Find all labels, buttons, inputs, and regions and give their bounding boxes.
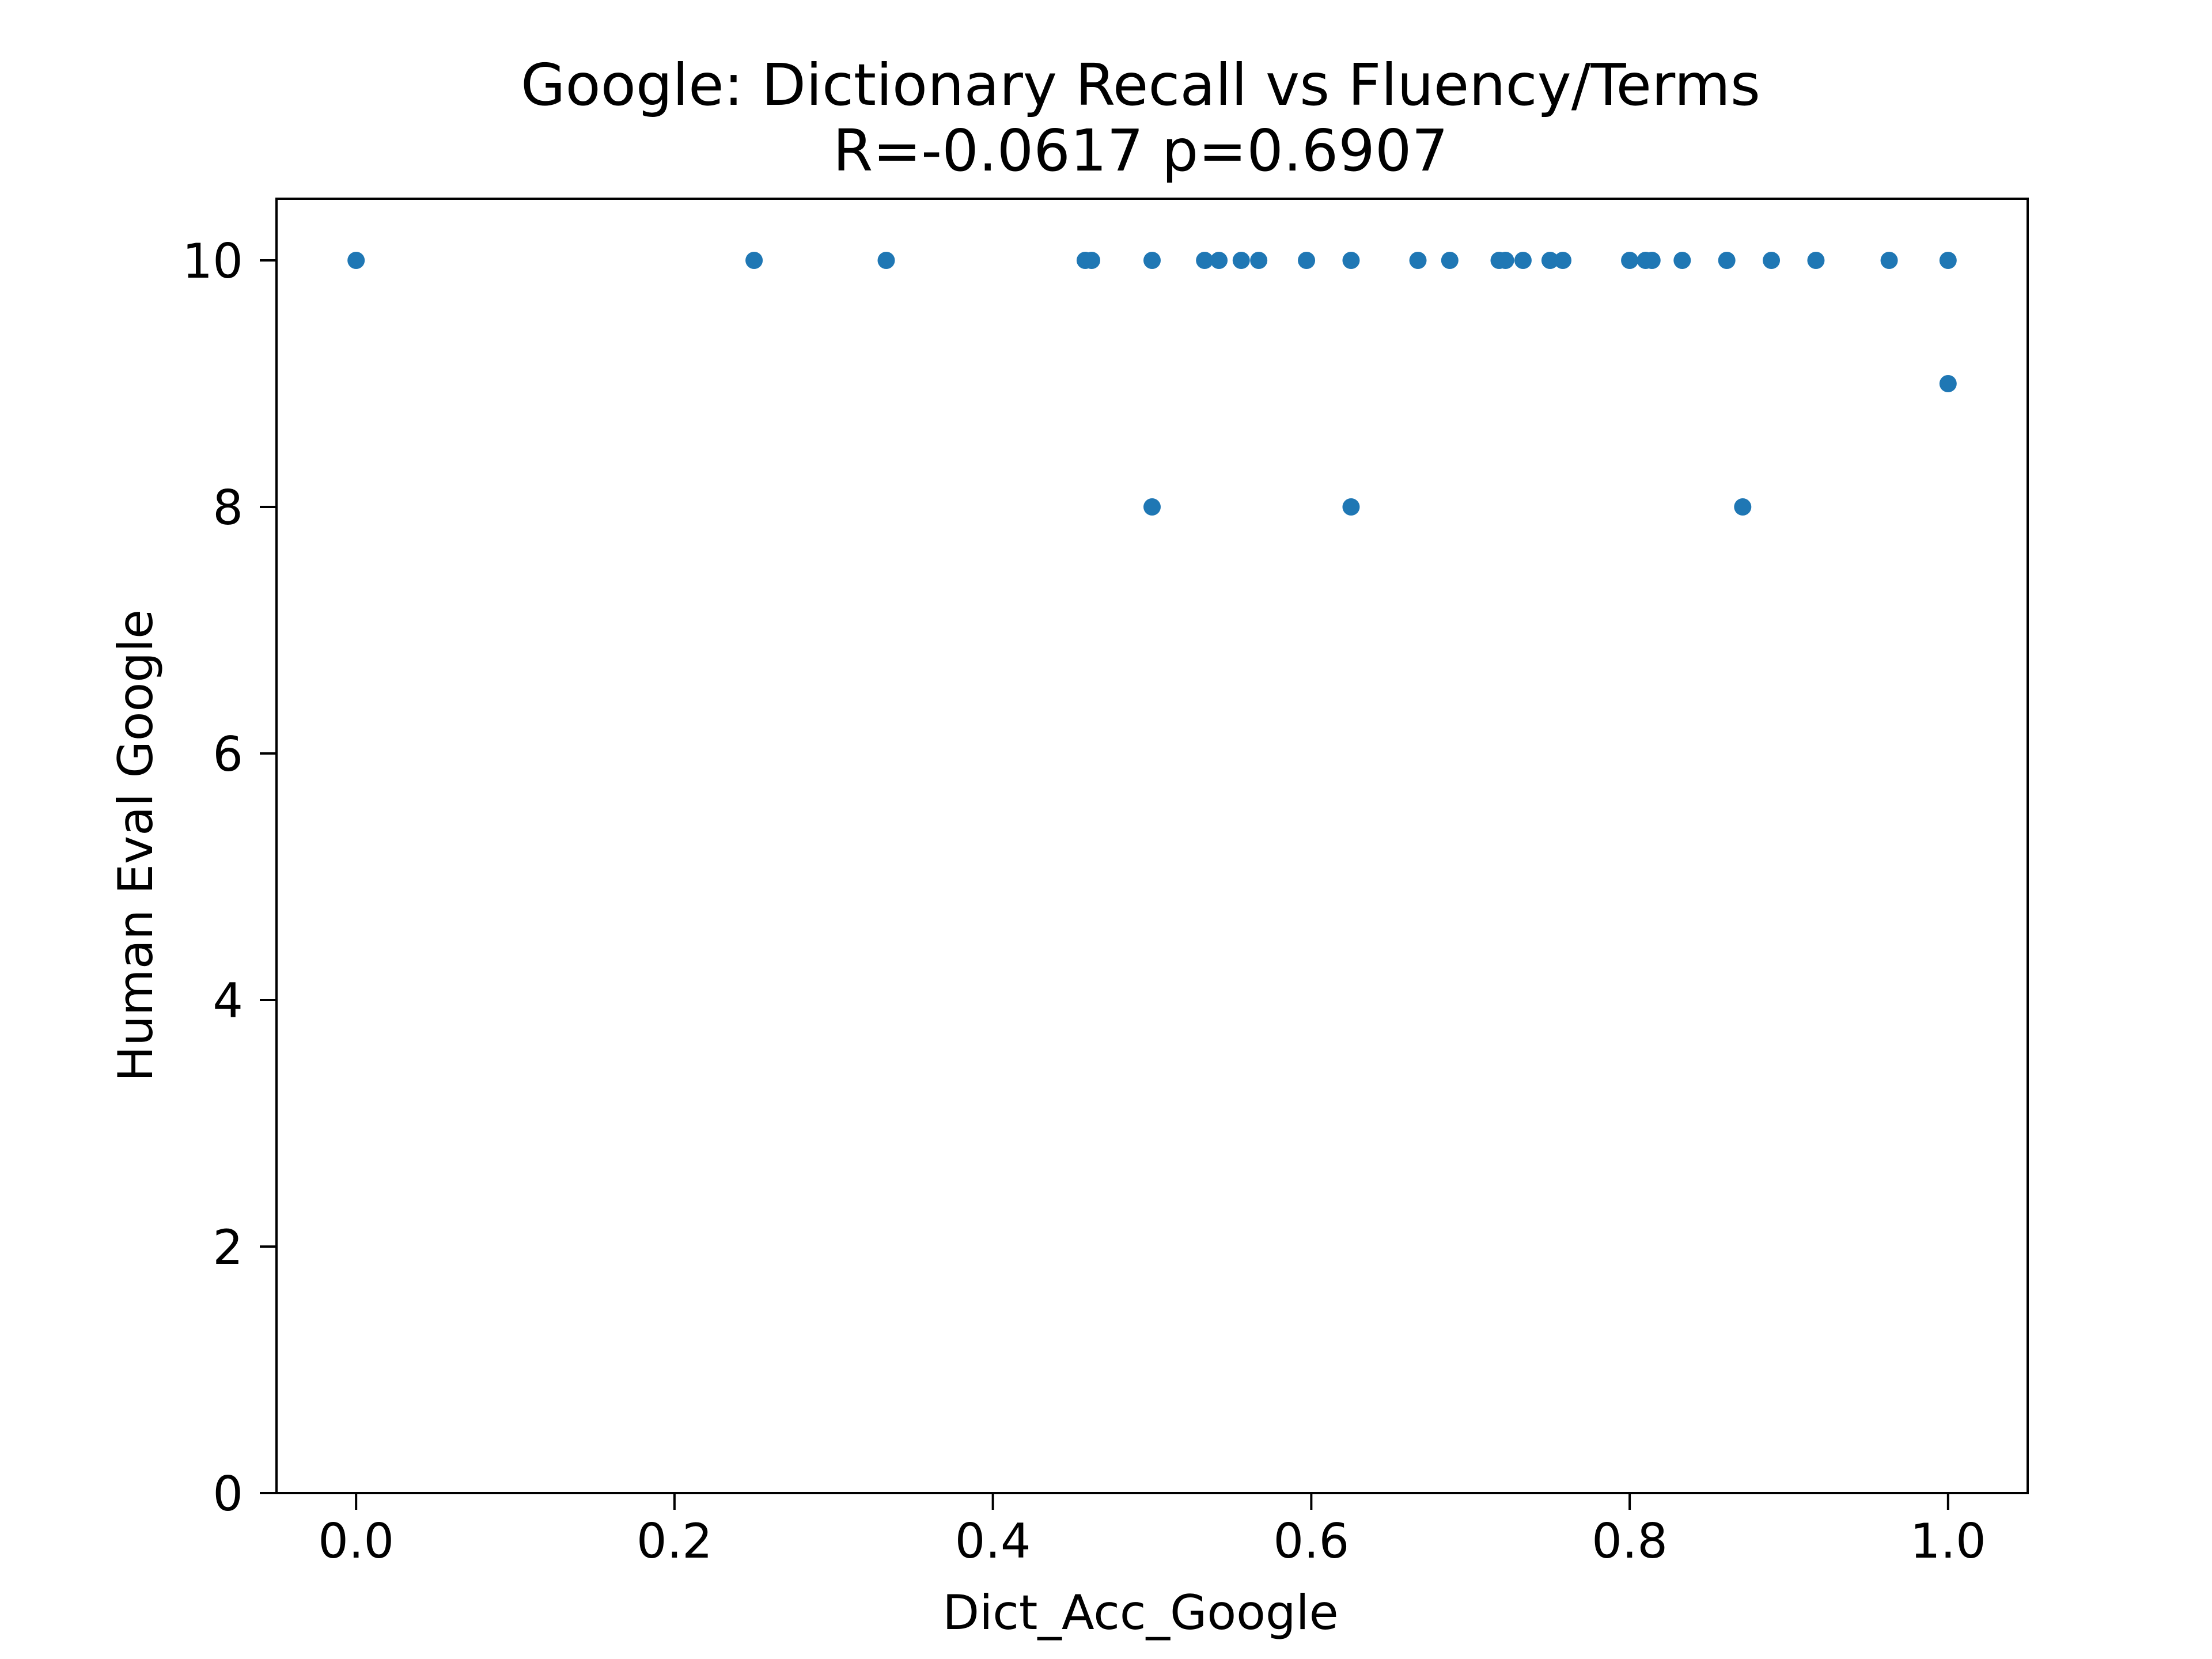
data-point: [1939, 252, 1957, 269]
y-axis-label: Human Eval Google: [108, 609, 164, 1082]
data-point: [1143, 252, 1161, 269]
y-tick-label: 8: [213, 480, 243, 536]
data-point: [1673, 252, 1691, 269]
data-point: [347, 252, 365, 269]
data-point: [1143, 498, 1161, 516]
y-tick-label: 4: [213, 973, 243, 1029]
y-tick-label: 10: [182, 233, 243, 289]
data-point: [1409, 252, 1427, 269]
chart-title: Google: Dictionary Recall vs Fluency/Ter…: [521, 51, 1760, 119]
data-point: [1210, 252, 1228, 269]
data-point: [1342, 498, 1360, 516]
data-point: [1718, 252, 1736, 269]
y-tick-label: 0: [213, 1466, 243, 1522]
data-point: [1541, 252, 1559, 269]
data-point: [1514, 252, 1532, 269]
data-point: [1554, 252, 1572, 269]
data-point: [1939, 375, 1957, 392]
x-tick-label: 1.0: [1910, 1513, 1986, 1569]
x-tick-label: 0.0: [318, 1513, 394, 1569]
data-point: [1196, 252, 1214, 269]
y-axis-ticks: 0 2 4 6 8 10: [182, 233, 276, 1522]
data-point: [1880, 252, 1898, 269]
x-tick-label: 0.6: [1273, 1513, 1349, 1569]
data-point: [1621, 252, 1639, 269]
data-point: [1734, 498, 1752, 516]
data-point: [1082, 252, 1100, 269]
x-tick-label: 0.2: [637, 1513, 713, 1569]
plot-area: [347, 252, 1957, 516]
data-point: [1763, 252, 1781, 269]
data-point: [877, 252, 895, 269]
data-point: [1441, 252, 1459, 269]
x-tick-label: 0.4: [955, 1513, 1031, 1569]
data-point: [1807, 252, 1825, 269]
data-point: [1298, 252, 1316, 269]
data-point: [1232, 252, 1250, 269]
chart-subtitle: R=-0.0617 p=0.6907: [833, 117, 1448, 184]
data-point: [1643, 252, 1661, 269]
axes-frame: [275, 198, 2029, 1494]
data-point: [1250, 252, 1268, 269]
data-point: [745, 252, 763, 269]
data-point: [1497, 252, 1514, 269]
y-tick-label: 2: [213, 1219, 243, 1275]
y-tick-label: 6: [213, 726, 243, 782]
x-tick-label: 0.8: [1592, 1513, 1668, 1569]
x-axis-label: Dict_Acc_Google: [942, 1585, 1338, 1641]
x-axis-ticks: 0.0 0.2 0.4 0.6 0.8 1.0: [318, 1493, 1986, 1569]
data-point: [1342, 252, 1360, 269]
